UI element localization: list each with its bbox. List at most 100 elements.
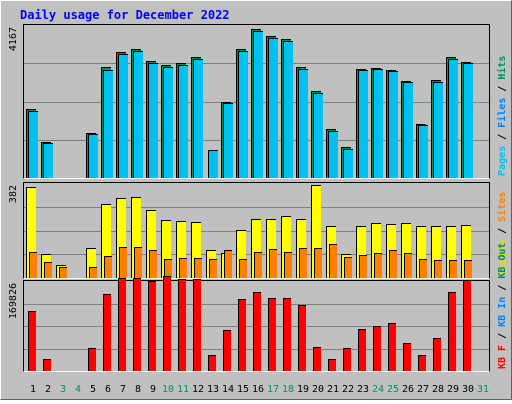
bar-pages-day-12: [193, 59, 203, 178]
x-tick-label-day-28: 28: [432, 384, 444, 395]
bar-sites-day-9: [149, 250, 157, 278]
legend-separator: /: [497, 80, 508, 98]
bar-sites-day-8: [134, 247, 142, 278]
bar-pages-day-7-face: [118, 54, 128, 178]
bar-sites-day-6-face: [104, 256, 112, 278]
x-tick-label-day-27: 27: [417, 384, 429, 395]
bar-pages-day-11: [178, 65, 188, 178]
bar-visits-day-27: [416, 226, 426, 278]
bar-pages-day-16-face: [253, 31, 263, 178]
bar-pages-day-30-face: [463, 63, 473, 178]
bar-kbf-day-26: [403, 343, 411, 371]
bar-kbf-day-8: [133, 278, 141, 371]
bar-kbf-day-18-face: [283, 298, 291, 371]
bar-sites-day-14-face: [224, 250, 232, 278]
panel-middle-bars: [26, 185, 472, 278]
bar-visits-day-30: [461, 225, 471, 278]
x-tick-label-day-17: 17: [267, 384, 279, 395]
bar-kbf-day-2: [43, 359, 51, 371]
bar-visits-day-6: [101, 204, 111, 278]
bar-pages-day-20-face: [313, 93, 323, 178]
x-tick-label-day-3: 3: [60, 384, 66, 395]
bar-visits-day-20-face: [311, 185, 321, 278]
bar-pages-day-10: [163, 67, 173, 178]
x-tick-label-day-24: 24: [372, 384, 384, 395]
bar-sites-day-25-face: [389, 250, 397, 278]
bar-kbf-day-28-face: [433, 338, 441, 371]
bar-kbf-day-27-face: [418, 355, 426, 371]
bar-pages-day-17: [268, 38, 278, 178]
bar-sites-day-18: [284, 252, 292, 278]
bar-pages-day-19-face: [298, 69, 308, 178]
bar-sites-day-30-face: [464, 260, 472, 278]
bar-visits-day-27-face: [416, 226, 426, 278]
bar-kbf-day-11: [178, 279, 186, 371]
bar-pages-day-6: [103, 70, 113, 178]
bar-pages-day-10-face: [163, 67, 173, 178]
panel-bottom: 169826 KB F / KB In / KB Out: [8, 243, 508, 372]
bar-pages-day-25-face: [388, 71, 398, 178]
bar-visits-day-20: [311, 185, 321, 278]
bar-sites-day-20: [314, 248, 322, 278]
bar-kbf-day-7: [118, 278, 126, 371]
bar-sites-day-15: [239, 259, 247, 278]
bar-kbf-day-6-face: [103, 294, 111, 371]
bar-pages-day-14: [223, 103, 233, 178]
bar-kbf-day-5: [88, 348, 96, 371]
bar-sites-day-21: [329, 244, 337, 278]
bar-kbf-day-19-face: [298, 305, 306, 371]
bar-pages-day-29-face: [448, 59, 458, 178]
bar-sites-day-16-face: [254, 252, 262, 278]
bar-pages-day-1-face: [28, 111, 38, 178]
bar-kbf-day-5-face: [88, 348, 96, 371]
bar-pages-day-7: [118, 54, 128, 178]
bar-kbf-day-25-face: [388, 323, 396, 371]
bar-kbf-day-9: [148, 281, 156, 371]
legend-separator: /: [497, 128, 508, 146]
bar-kbf-day-17-face: [268, 298, 276, 371]
bar-sites-day-10-face: [164, 259, 172, 278]
x-tick-label-day-8: 8: [135, 384, 141, 395]
x-tick-label-day-22: 22: [342, 384, 354, 395]
bar-sites-day-16: [254, 252, 262, 278]
bar-kbf-day-18: [283, 298, 291, 371]
bar-kbf-day-1: [28, 311, 36, 371]
bar-kbf-day-21: [328, 359, 336, 371]
x-tick-label-day-30: 30: [462, 384, 474, 395]
bar-visits-day-17-face: [266, 219, 276, 278]
bar-kbf-day-15: [238, 299, 246, 371]
bar-pages-day-27-face: [418, 125, 428, 178]
bar-pages-day-23-face: [358, 70, 368, 178]
bar-kbf-day-19: [298, 305, 306, 371]
bar-pages-day-26-face: [403, 82, 413, 178]
bar-visits-day-23-face: [356, 226, 366, 278]
bar-visits-day-29-face: [446, 226, 456, 278]
bar-visits-day-16-face: [251, 219, 261, 278]
bar-pages-day-13-face: [208, 150, 218, 178]
chart-title: Daily usage for December 2022: [20, 8, 230, 22]
bar-sites-day-3: [59, 267, 67, 278]
panel-bottom-max-label: 169826: [8, 283, 19, 319]
bar-visits-day-10: [161, 220, 171, 278]
bar-pages-day-1: [28, 111, 38, 178]
bar-pages-day-9: [148, 63, 158, 178]
bar-visits-day-11-face: [176, 221, 186, 278]
legend-files: Files: [496, 98, 508, 128]
panel-bottom-bars: [28, 276, 471, 371]
bar-sites-day-11-face: [179, 258, 187, 278]
bar-sites-day-1-face: [29, 252, 37, 278]
bar-pages-day-30: [463, 63, 473, 178]
bar-sites-day-19: [299, 248, 307, 278]
bar-kbf-day-24-face: [373, 326, 381, 371]
bar-sites-day-17-face: [269, 249, 277, 278]
x-tick-label-day-14: 14: [222, 384, 234, 395]
bar-sites-day-13: [209, 259, 217, 278]
bar-sites-day-19-face: [299, 248, 307, 278]
bar-sites-day-21-face: [329, 244, 337, 278]
legend-hits: Hits: [496, 56, 508, 80]
bar-kbf-day-26-face: [403, 343, 411, 371]
bar-kbf-day-27: [418, 355, 426, 371]
bar-sites-day-3-face: [59, 267, 67, 278]
bar-sites-day-26: [404, 253, 412, 278]
